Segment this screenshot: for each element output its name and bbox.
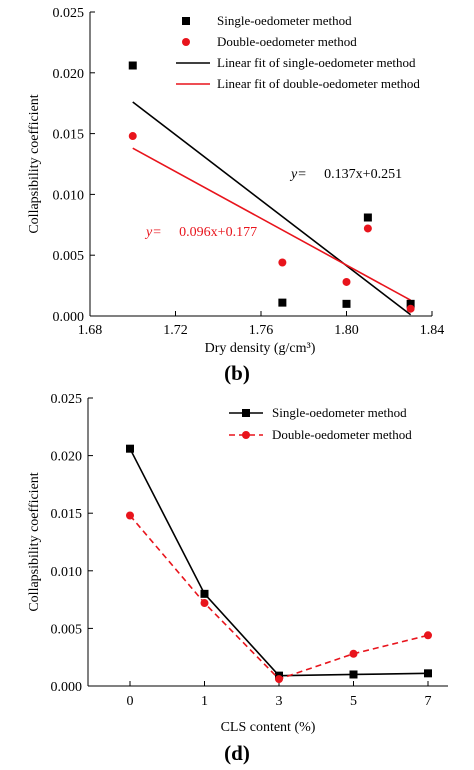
legend-label: Linear fit of single-oedometer method [217,55,416,70]
y-tick-label: 0.020 [51,450,83,465]
y-tick-label: 0.005 [53,249,85,264]
y-tick-label: 0.000 [51,680,83,695]
legend-label: Single-oedometer method [272,405,407,420]
x-tick-label: 1.68 [78,323,103,338]
double-point [406,304,415,313]
x-tick-label: 1.76 [249,323,274,338]
double-point [424,631,432,640]
legend-marker [182,17,190,25]
double-point [278,258,287,267]
x-tick-label: 1.80 [334,323,359,338]
single-point [363,213,372,222]
legend: Single-oedometer method Double-oedometer … [176,13,420,91]
y-tick-label: 0.000 [53,310,85,325]
double-series-line [129,514,429,681]
single-point [278,298,287,307]
single-point [349,670,358,679]
single-point [126,444,134,453]
double-point [275,675,283,684]
legend-label: Double-oedometer method [217,34,357,49]
x-tick-label: 5 [350,694,357,709]
panel-label-b: (b) [224,361,250,385]
single-point [128,61,137,70]
legend-label: Single-oedometer method [217,13,352,28]
x-tick-label: 1.72 [163,323,188,338]
panel-label-d: (d) [224,741,250,765]
x-tick-label: 7 [425,694,432,709]
y-tick-label: 0.010 [53,188,85,203]
x-tick-label: 1.84 [420,323,445,338]
double-point [126,511,134,520]
legend-label: Double-oedometer method [272,427,412,442]
x-axis-label: Dry density (g/cm³) [205,341,316,356]
legend-label: Linear fit of double-oedometer method [217,76,420,91]
fit-equation-double: y= 0.096x+0.177 [144,225,257,240]
x-tick-label: 0 [127,694,134,709]
y-tick-label: 0.015 [51,507,83,522]
single-series-line [129,448,429,677]
plot-frame [87,398,448,687]
y-tick-label: 0.020 [53,67,85,82]
double-point [200,599,209,608]
double-point [342,277,351,286]
fit-line-single [132,101,412,316]
single-point [200,589,209,598]
single-point [406,299,415,308]
double-point [363,224,372,233]
double-point [128,132,137,141]
x-tick-label: 1 [201,694,208,709]
y-tick-label: 0.025 [53,6,85,21]
double-point [349,649,358,658]
legend: Single-oedometer method Double-oedometer … [229,405,412,442]
single-point [342,299,351,308]
y-axis-label: Collapsibility coefficient [27,472,42,611]
legend-marker [242,409,250,417]
x-tick-label: 3 [276,694,283,709]
y-tick-label: 0.005 [51,622,83,637]
legend-marker [182,38,190,46]
fit-equation-single: y= 0.137x+0.251 [289,167,402,182]
y-tick-label: 0.015 [53,128,85,143]
fit-line-double [132,147,412,301]
legend-marker [242,431,250,439]
single-point [424,669,432,678]
y-tick-label: 0.010 [51,565,83,580]
y-axis-label: Collapsibility coefficient [27,94,42,233]
y-tick-label: 0.025 [51,392,83,407]
x-axis-label: CLS content (%) [221,720,316,735]
